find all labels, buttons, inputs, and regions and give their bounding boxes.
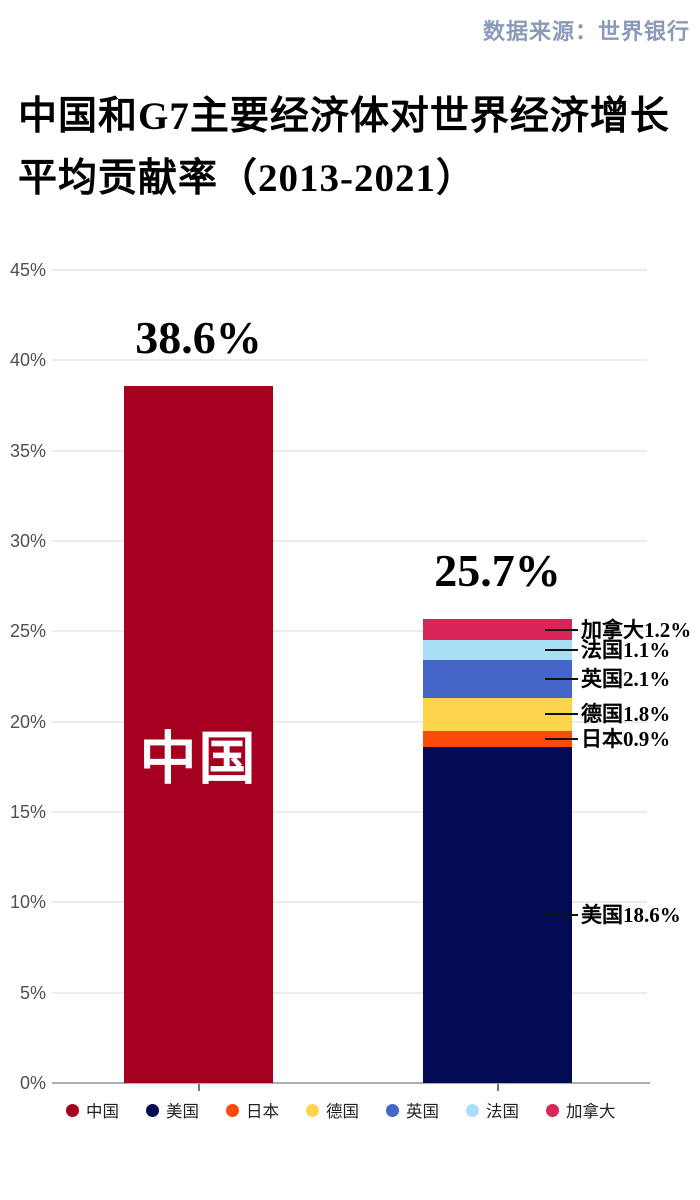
y-axis-tick-label: 10% <box>9 892 46 913</box>
gridline <box>52 540 647 542</box>
callout-label-france: 法国1.1% <box>581 638 671 663</box>
bar-segment-france <box>423 640 572 661</box>
y-axis-tick-label: 15% <box>9 802 46 822</box>
bar-segment-china <box>124 385 273 1083</box>
callout-line-canada <box>545 628 578 631</box>
legend-dot-france <box>466 1103 479 1117</box>
legend-dot-japan <box>226 1103 239 1117</box>
callout-label-uk: 英国2.1% <box>581 667 671 692</box>
y-axis-tick-label: 5% <box>19 982 46 1003</box>
gridline <box>52 720 647 723</box>
legend-item-germany: 德国 <box>306 1098 359 1122</box>
legend-label-germany: 德国 <box>326 1103 359 1121</box>
legend-label-china: 中国 <box>86 1103 119 1121</box>
callout-line-germany <box>545 713 578 716</box>
callout-line-france <box>545 649 578 652</box>
legend-label-uk: 英国 <box>406 1103 439 1121</box>
bar-segment-canada <box>423 618 572 641</box>
legend-item-uk: 英国 <box>386 1098 439 1122</box>
gridline <box>52 630 647 633</box>
chart-legend: 中国 美国 日本 德国 英国 法国 加拿大 <box>66 1098 616 1122</box>
y-axis-tick-label: 45% <box>9 260 46 280</box>
gridline <box>52 269 647 271</box>
callout-label-germany: 德国1.8% <box>581 702 671 727</box>
legend-dot-usa <box>146 1103 159 1117</box>
legend-item-china: 中国 <box>66 1098 119 1122</box>
legend-item-japan: 日本 <box>226 1098 279 1122</box>
callout-label-usa: 美国18.6% <box>581 902 681 927</box>
x-axis-tick-china <box>197 1084 200 1091</box>
legend-dot-canada <box>546 1103 559 1117</box>
legend-item-france: 法国 <box>466 1098 519 1122</box>
bar-total-label-g7: 25.7% <box>434 544 561 596</box>
bar-total-label-china: 38.6% <box>135 311 262 363</box>
y-axis-tick-label: 25% <box>9 621 46 642</box>
y-axis-tick-label: 0% <box>19 1073 46 1093</box>
callout-line-uk <box>545 678 578 681</box>
legend-dot-germany <box>306 1103 319 1117</box>
callout-label-canada: 加拿大1.2% <box>581 617 692 642</box>
legend-item-canada: 加拿大 <box>546 1098 616 1122</box>
legend-label-japan: 日本 <box>246 1103 279 1121</box>
gridline <box>52 901 647 904</box>
legend-dot-uk <box>386 1103 399 1117</box>
chart-title: 中国和G7主要经济体对世界经济增长 平均贡献率（2013-2021） <box>18 86 670 210</box>
legend-item-usa: 美国 <box>146 1098 199 1122</box>
y-axis-tick-label: 40% <box>9 350 46 371</box>
bar-inner-label-china: 中国 <box>139 728 258 792</box>
bar-segment-japan <box>423 730 572 747</box>
gridline <box>52 359 647 362</box>
y-axis-tick-label: 35% <box>9 440 46 461</box>
callout-line-usa <box>545 913 578 916</box>
chart-title-line-2: 平均贡献率（2013-2021） <box>18 157 476 200</box>
x-axis-tick-g7 <box>496 1084 499 1091</box>
data-source-text: 数据来源：世界银行 <box>482 19 690 44</box>
legend-label-usa: 美国 <box>166 1103 199 1121</box>
callout-line-japan <box>545 737 578 740</box>
callout-label-japan: 日本0.9% <box>581 726 671 751</box>
legend-label-canada: 加拿大 <box>566 1103 616 1121</box>
y-axis-tick-label: 30% <box>9 531 46 551</box>
gridline <box>52 449 647 452</box>
gridline <box>52 991 647 994</box>
gridline <box>52 811 647 813</box>
legend-label-france: 法国 <box>486 1103 519 1121</box>
x-axis-line <box>52 1082 650 1084</box>
chart-title-line-1: 中国和G7主要经济体对世界经济增长 <box>18 95 670 138</box>
legend-dot-china <box>66 1103 79 1117</box>
y-axis-tick-label: 20% <box>9 711 46 732</box>
